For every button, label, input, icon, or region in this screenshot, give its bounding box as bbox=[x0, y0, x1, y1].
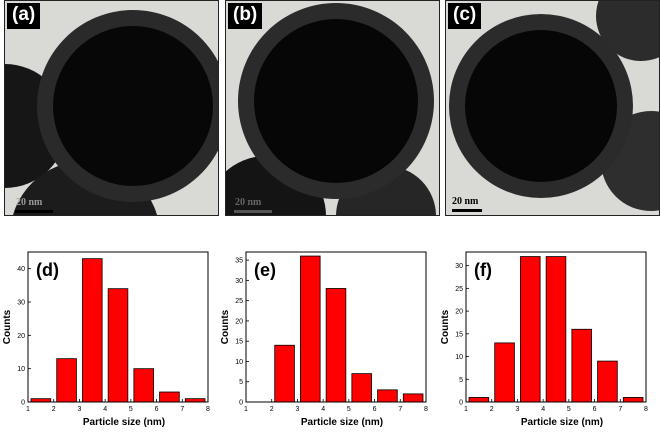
plot-frame bbox=[465, 251, 647, 403]
x-tick-label: 4 bbox=[321, 406, 325, 413]
panel-label: (d) bbox=[36, 260, 59, 280]
tem-panel-label: (c) bbox=[448, 3, 482, 29]
y-tick-label: 30 bbox=[455, 263, 463, 270]
x-tick-label: 6 bbox=[593, 406, 597, 413]
x-axis-title: Particle size (nm) bbox=[83, 417, 165, 428]
histogram-d: 1 2 3 4 5 6 7 8 0 10 20 30 40 Particle size (nm) Count… bbox=[0, 222, 221, 434]
bar-e-2 bbox=[325, 288, 347, 403]
x-tick-label: 3 bbox=[515, 406, 519, 413]
x-tick-label: 8 bbox=[644, 406, 648, 413]
scale-bar bbox=[15, 210, 53, 213]
y-tick-label: 0 bbox=[21, 400, 25, 407]
bar-f-2 bbox=[520, 256, 541, 403]
y-tick-label: 15 bbox=[455, 331, 463, 338]
bar-e-3 bbox=[351, 373, 372, 403]
bar-d-3 bbox=[107, 288, 129, 403]
x-tick-label: 4 bbox=[103, 406, 107, 413]
x-tick-label: 5 bbox=[567, 406, 571, 413]
y-axis-title: Counts bbox=[440, 309, 451, 344]
scale-bar bbox=[452, 209, 482, 212]
histogram-f-svg: 1 2 3 4 5 6 7 8 0 5 10 15 20 25 30 Particle size (nm) Co… bbox=[440, 251, 648, 428]
x-tick-label: 2 bbox=[490, 406, 494, 413]
scale-label: 20 nm bbox=[16, 197, 43, 208]
histogram-d-svg: 1 2 3 4 5 6 7 8 0 10 20 30 40 Particle size (nm) Count… bbox=[2, 251, 210, 428]
tem-panel-label: (a) bbox=[7, 3, 41, 29]
x-tick-label: 8 bbox=[424, 406, 428, 413]
x-tick-label: 1 bbox=[244, 406, 248, 413]
y-tick-label: 25 bbox=[455, 286, 463, 293]
y-tick-label: 10 bbox=[17, 366, 25, 373]
bar-f-6 bbox=[622, 397, 644, 403]
tem-image-b: (b) 20 nm bbox=[225, 0, 440, 216]
x-tick-label: 8 bbox=[206, 406, 210, 413]
tem-micrograph-c bbox=[449, 1, 659, 211]
tem-micrograph-b bbox=[226, 3, 436, 215]
y-tick-label: 10 bbox=[235, 359, 243, 366]
y-tick-label: 0 bbox=[239, 400, 243, 407]
y-tick-label: 25 bbox=[235, 298, 243, 305]
y-tick-label: 5 bbox=[459, 377, 463, 384]
bar-e-4 bbox=[377, 389, 398, 403]
x-tick-label: 3 bbox=[295, 406, 299, 413]
y-tick-label: 10 bbox=[455, 354, 463, 361]
histogram-e-svg: 1 2 3 4 5 6 7 8 0 5 10 15 20 25 30 35 Particle size (nm)… bbox=[220, 251, 428, 428]
x-tick-label: 7 bbox=[180, 406, 184, 413]
bar-d-4 bbox=[133, 368, 154, 403]
panel-label: (f) bbox=[474, 260, 492, 280]
x-tick-label: 5 bbox=[129, 406, 133, 413]
y-tick-label: 40 bbox=[17, 266, 25, 273]
bar-e-0 bbox=[274, 344, 295, 403]
x-tick-label: 6 bbox=[373, 406, 377, 413]
scale-bar bbox=[234, 210, 272, 213]
x-tick-label: 2 bbox=[52, 406, 56, 413]
bar-f-5 bbox=[597, 360, 618, 403]
bar-e-1 bbox=[300, 255, 321, 403]
scale-label: 20 nm bbox=[452, 196, 479, 207]
histogram-f: 1 2 3 4 5 6 7 8 0 5 10 15 20 25 30 Particle size (nm) Co… bbox=[438, 222, 659, 434]
x-tick-label: 1 bbox=[464, 406, 468, 413]
bar-d-5 bbox=[159, 391, 180, 403]
bar-f-3 bbox=[545, 256, 567, 403]
x-tick-label: 7 bbox=[398, 406, 402, 413]
x-tick-label: 4 bbox=[541, 406, 545, 413]
bar-d-1 bbox=[56, 358, 77, 403]
x-tick-label: 2 bbox=[270, 406, 274, 413]
y-tick-label: 0 bbox=[459, 400, 463, 407]
x-tick-label: 1 bbox=[26, 406, 30, 413]
tem-image-c: (c) 20 nm bbox=[445, 0, 660, 216]
plot-frame bbox=[27, 251, 209, 403]
tem-micrograph-a bbox=[5, 10, 218, 215]
x-tick-label: 7 bbox=[618, 406, 622, 413]
y-tick-label: 30 bbox=[235, 278, 243, 285]
y-axis-title: Counts bbox=[220, 309, 231, 344]
y-tick-label: 20 bbox=[235, 318, 243, 325]
bar-d-2 bbox=[82, 258, 103, 403]
bar-e-5 bbox=[402, 393, 424, 403]
y-tick-label: 5 bbox=[239, 379, 243, 386]
bar-f-4 bbox=[571, 328, 592, 403]
y-axis-title: Counts bbox=[2, 309, 13, 344]
y-tick-label: 30 bbox=[17, 300, 25, 307]
x-axis-title: Particle size (nm) bbox=[301, 417, 383, 428]
x-axis-title: Particle size (nm) bbox=[521, 417, 603, 428]
tem-image-a: (a) 20 nm bbox=[4, 0, 219, 216]
histogram-e: 1 2 3 4 5 6 7 8 0 5 10 15 20 25 30 35 Particle size (nm)… bbox=[218, 222, 439, 434]
x-tick-label: 3 bbox=[77, 406, 81, 413]
bar-f-1 bbox=[494, 342, 515, 403]
plot-frame bbox=[245, 251, 427, 403]
x-tick-label: 6 bbox=[155, 406, 159, 413]
x-tick-label: 5 bbox=[347, 406, 351, 413]
y-tick-label: 35 bbox=[235, 258, 243, 265]
y-tick-label: 15 bbox=[235, 339, 243, 346]
tem-panel-label: (b) bbox=[228, 3, 263, 29]
y-tick-label: 20 bbox=[455, 309, 463, 316]
scale-label: 20 nm bbox=[235, 197, 262, 208]
panel-label: (e) bbox=[254, 260, 276, 280]
bar-f-0 bbox=[468, 397, 490, 403]
y-tick-label: 20 bbox=[17, 333, 25, 340]
